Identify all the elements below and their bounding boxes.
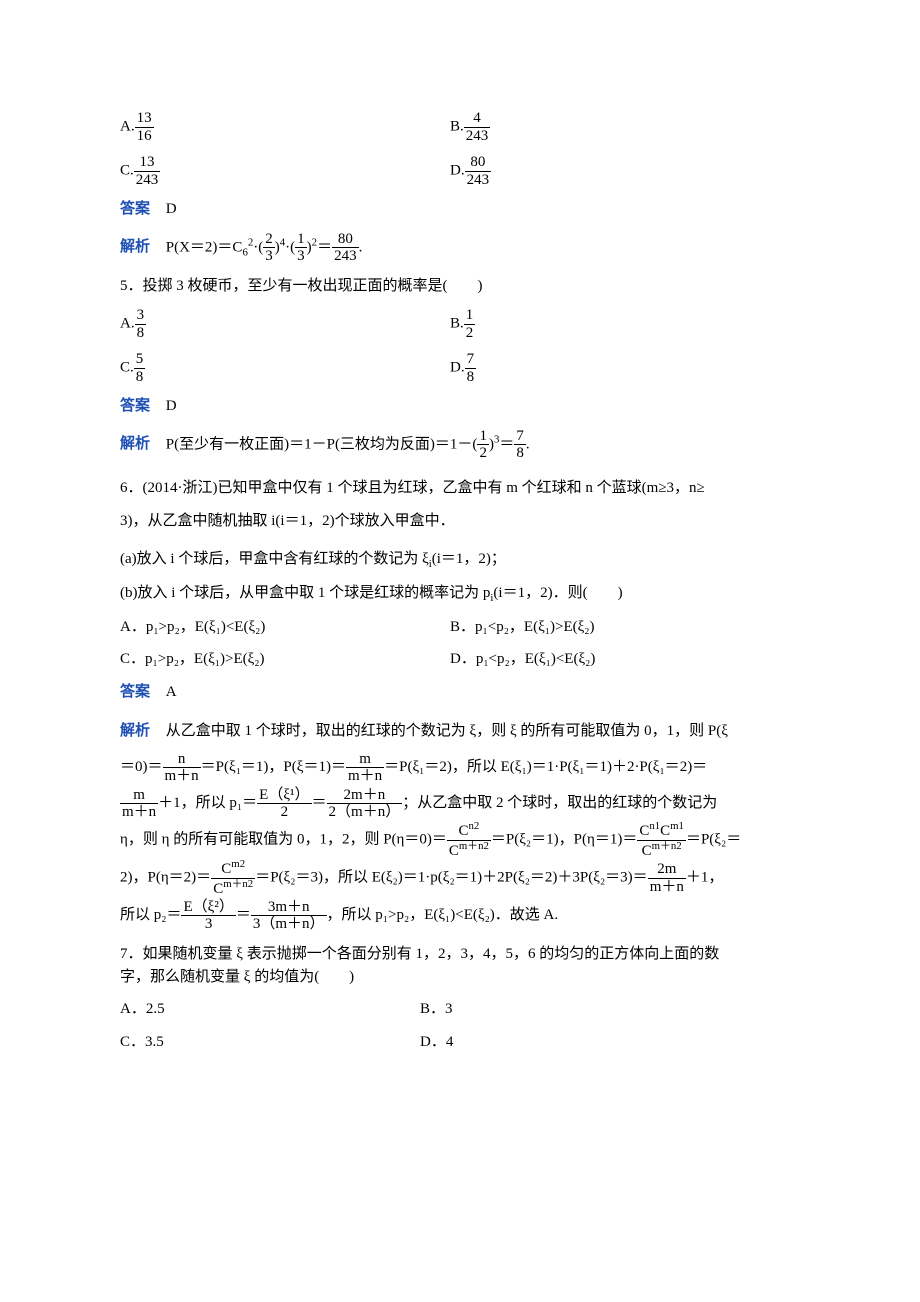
- explain-label: 解析: [120, 723, 150, 739]
- fraction: 4243: [464, 110, 491, 144]
- q6-opt-c: C．p₁>p₂，E(ξ₁)>E(ξ₂): [120, 648, 450, 671]
- explain-label: 解析: [120, 239, 150, 255]
- q6-b: (b)放入 i 个球后，从甲盒中取 1 个球是红球的概率记为 pi(i＝1，2)…: [120, 582, 800, 606]
- fraction: 80243: [332, 231, 359, 265]
- fraction: mm＋n: [346, 751, 384, 785]
- fraction: 38: [135, 307, 147, 341]
- q5-answer: 答案 D: [120, 395, 800, 418]
- q6-a: (a)放入 i 个球后，甲盒中含有红球的个数记为 ξi(i＝1，2)；: [120, 548, 800, 572]
- q6-opt-a: A．p₁>p₂，E(ξ₁)<E(ξ₂): [120, 616, 450, 639]
- q7-opt-row-ab: A．2.5 B．3: [120, 998, 800, 1021]
- q5-stem: 5．投掷 3 枚硬币，至少有一枚出现正面的概率是( ): [120, 275, 800, 298]
- fraction: 3m＋n3（m＋n）: [251, 899, 327, 933]
- q6-opt-b: B．p₁<p₂，E(ξ₁)>E(ξ₂): [450, 616, 800, 639]
- explain-label: 解析: [120, 436, 150, 452]
- q6-answer: 答案 A: [120, 681, 800, 704]
- fraction: mm＋n: [120, 787, 158, 821]
- q4-opt-row-cd: C.13243 D.80243: [120, 154, 800, 188]
- q5-opt-c: C.58: [120, 351, 450, 385]
- q6-stem: 6．(2014·浙江)已知甲盒中仅有 1 个球且为红球，乙盒中有 m 个红球和 …: [120, 472, 800, 538]
- fraction: E（ξ¹）2: [257, 787, 311, 821]
- q6-explain: 解析 从乙盒中取 1 个球时，取出的红球的个数记为 ξ，则 ξ 的所有可能取值为…: [120, 713, 800, 933]
- q5-opt-b: B.12: [450, 307, 800, 341]
- q4-explain: 解析 P(X＝2)＝C62·(23)4·(13)2＝80243.: [120, 231, 800, 265]
- fraction: Cn2Cm＋n2: [447, 821, 491, 859]
- fraction: 58: [134, 351, 146, 385]
- q4-opt-b: B.4243: [450, 110, 800, 144]
- answer-value: D: [166, 398, 177, 414]
- q7-opt-a: A．2.5: [120, 998, 420, 1021]
- fraction: 23: [263, 231, 275, 265]
- q7-opt-c: C．3.5: [120, 1031, 420, 1054]
- opt-pre: D.: [450, 162, 465, 178]
- answer-label: 答案: [120, 398, 150, 414]
- q6-opt-row-cd: C．p₁>p₂，E(ξ₁)>E(ξ₂) D．p₁<p₂，E(ξ₁)<E(ξ₂): [120, 648, 800, 671]
- q5-opt-row-cd: C.58 D.78: [120, 351, 800, 385]
- q7-opt-b: B．3: [420, 998, 800, 1021]
- fraction: 13: [295, 231, 307, 265]
- fraction: 78: [465, 351, 477, 385]
- q7-opt-d: D．4: [420, 1031, 800, 1054]
- q5-opt-d: D.78: [450, 351, 800, 385]
- fraction: E（ξ²）3: [181, 899, 235, 933]
- fraction: 12: [464, 307, 476, 341]
- fraction: 1316: [135, 110, 154, 144]
- opt-pre: C.: [120, 162, 134, 178]
- q5-opt-a: A.38: [120, 307, 450, 341]
- answer-value: A: [166, 684, 177, 700]
- fraction: 78: [514, 428, 526, 462]
- fraction: 2mm＋n: [648, 861, 686, 895]
- opt-pre: B.: [450, 118, 464, 134]
- fraction: 13243: [134, 154, 161, 188]
- answer-label: 答案: [120, 684, 150, 700]
- opt-pre: A.: [120, 118, 135, 134]
- q6-opt-d: D．p₁<p₂，E(ξ₁)<E(ξ₂): [450, 648, 800, 671]
- fraction: nm＋n: [163, 751, 201, 785]
- q7-opt-row-cd: C．3.5 D．4: [120, 1031, 800, 1054]
- q4-opt-d: D.80243: [450, 154, 800, 188]
- q5-explain: 解析 P(至少有一枚正面)＝1－P(三枚均为反面)＝1－(12)3＝78.: [120, 428, 800, 462]
- q4-answer: 答案 D: [120, 198, 800, 221]
- fraction: Cm2Cm＋n2: [211, 859, 255, 897]
- q4-opt-a: A.1316: [120, 110, 450, 144]
- fraction: Cn1Cm1Cm＋n2: [637, 821, 686, 859]
- answer-value: D: [166, 201, 177, 217]
- q6-opt-row-ab: A．p₁>p₂，E(ξ₁)<E(ξ₂) B．p₁<p₂，E(ξ₁)>E(ξ₂): [120, 616, 800, 639]
- q4-opt-row-ab: A.1316 B.4243: [120, 110, 800, 144]
- answer-label: 答案: [120, 201, 150, 217]
- fraction: 80243: [465, 154, 492, 188]
- q7-stem: 7．如果随机变量 ξ 表示抛掷一个各面分别有 1，2，3，4，5，6 的均匀的正…: [120, 943, 800, 988]
- q4-opt-c: C.13243: [120, 154, 450, 188]
- q5-opt-row-ab: A.38 B.12: [120, 307, 800, 341]
- fraction: 2m＋n2（m＋n）: [327, 787, 403, 821]
- fraction: 12: [477, 428, 489, 462]
